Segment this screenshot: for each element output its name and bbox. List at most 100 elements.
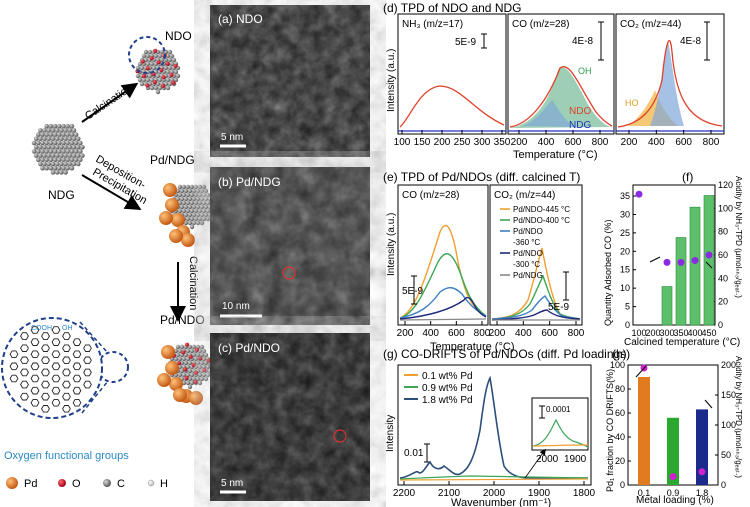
panel-d-sub1-tick-350: 350 [494,137,511,148]
panel-d-ylabel: Intensity (a.u.) [386,49,397,112]
panel-h-left-tick: 60 [615,408,625,418]
panel-d-sub2: CO (m/z=28) [512,19,570,30]
panel-e-scale1: 5E-9 [402,286,424,297]
panel-g-ylabel: Intensity [385,415,396,452]
panel-f-left-tick: 5 [625,302,630,312]
panel-g-inset-scale: 0.0001 [546,405,571,414]
panel-h-left-tick: 0 [620,480,625,490]
atom-legend: Pd O C H [6,477,168,490]
panel-f-x-tick: 100 [631,328,646,338]
panel-h-bar [696,409,708,485]
panel-f-right-tick: 100 [718,203,733,213]
panel-e-co2-tick-200: 200 [489,328,506,339]
panel-e-sub1: CO (m/z=28) [402,190,460,201]
micrograph-b: (b) Pd/NDG 10 nm [210,167,370,325]
panel-d-xlabel: Temperature (°C) [513,149,597,161]
panel-f-ylabel-right: Acidity by NH₃-TPD (μmolₙₕ₃/gₑₐₜ.) [734,176,743,298]
graphene-zoom: COOH OH [1,317,103,419]
ndg-particle [31,123,85,175]
panel-d-ndo: NDO [569,106,591,117]
panel-e-legend-item: Pd/NDO [513,249,543,258]
oxygen-groups-label: Oxygen functional groups [4,450,129,462]
panel-h-point [669,473,677,481]
panel-d-sub1-tick-150: 150 [414,137,431,148]
panel-e: (e) TPD of Pd/NDOs (diff. calcined T) In… [383,170,585,353]
panel-e-co-tick-800: 800 [474,328,491,339]
legend-h: H [160,478,168,490]
panel-f-right-tick: 20 [718,297,728,307]
legend-pd: Pd [24,478,37,490]
panel-e-legend-item: Pd/NDO-400 °C [513,216,570,225]
legend-c-atom [103,479,111,487]
pdndo-label: Pd/NDO [160,313,205,327]
panel-f-point [663,258,671,266]
panel-f-left-tick: 15 [620,265,630,275]
panel-h-x-tick: 1.8 [696,488,709,498]
panel-f-x-tick: 400 [687,328,702,338]
panel-h-ylabel-left: Pd₁ fraction by CO DRIFTS(%) [605,369,615,492]
panel-f-point [705,251,713,259]
panel-e-xlabel: Temperature (°C) [430,341,514,353]
panel-e-legend-item: -360 °C [513,238,540,247]
panel-h-right-tick: 50 [721,450,731,460]
panel-d-ho: HO [625,98,639,108]
panel-g-legend-item: 1.8 wt% Pd [422,395,473,406]
panel-h-right-tick: 100 [721,420,736,430]
panel-f-left-tick: 0 [625,320,630,330]
panel-d-sub3-tick-600: 600 [675,137,692,148]
micrograph-b-label: (b) Pd/NDG [218,175,281,189]
panel-h-left-tick: 40 [615,432,625,442]
panel-e-sub2: CO₂ (m/z=44) [494,190,555,201]
panel-g-scale: 0.01 [404,448,424,459]
panel-g-title: (g) CO-DRIFTS of Pd/NDOs (diff. Pd loadi… [383,347,630,361]
panel-g-tick-2000: 2000 [483,488,506,499]
panel-d-oh: OH [578,66,592,76]
panel-e-scale2: 5E-9 [548,302,570,313]
panel-h-left-tick: 20 [615,456,625,466]
calcination-label-1: Calcination [83,82,135,122]
panel-h-left-tick: 100 [610,360,625,370]
panel-d: (d) TPD of NDO and NDG Intensity (a.u.) … [383,1,725,161]
panel-f-bar [689,206,701,326]
panel-f-bar [661,286,673,326]
legend-o-atom [58,479,66,487]
panel-f-left-tick: 10 [620,283,630,293]
panel-h-bar [667,417,679,485]
panel-d-sub2-tick-200: 200 [511,137,528,148]
legend-o: O [72,478,81,490]
pdndg-label: Pd/NDG [150,153,195,167]
calcination-label-2: Calcination [187,256,199,310]
ndo-particle [135,48,181,95]
panel-g: (g) CO-DRIFTS of Pd/NDOs (diff. Pd loadi… [383,347,630,507]
panel-d-scale3: 4E-8 [680,36,702,47]
panel-g-inset-tick-1: 2000 [536,454,559,465]
panel-e-legend-item: Pd/NDG [513,271,543,280]
panel-f-bar [703,195,715,326]
panel-f-point [691,257,699,265]
panel-f-x-tick: 300 [659,328,674,338]
panel-f-right-tick: 120 [718,180,733,190]
panel-h-bar [638,377,650,485]
panel-d-sub2-tick-800: 800 [592,137,609,148]
pdndg-particle [159,183,215,247]
legend-pd-atom [6,477,18,489]
panel-f-right-tick: 0 [718,320,723,330]
panel-d-sub1-tick-300: 300 [474,137,491,148]
panel-f-x-tick: 350 [673,328,688,338]
ndo-label: NDO [165,29,192,43]
panel-d-sub1-tick-250: 250 [454,137,471,148]
panel-f-x-tick: 450 [701,328,716,338]
panel-d-sub1: NH₃ (m/z=17) [402,19,463,30]
panel-h-x-tick: 0.9 [667,488,680,498]
panel-f-ylabel-left: Quantity Adsorbed CO (%) [603,219,613,326]
panel-h-point [698,468,706,476]
panel-h-right-tick: 200 [721,360,736,370]
panel-h-x-tick: 0.1 [638,488,651,498]
panel-f-left-tick: 30 [620,209,630,219]
panel-h-right-tick: 0 [721,480,726,490]
panel-e-legend-item: Pd/NDO-445 °C [513,205,570,214]
micrograph-c-scale: 5 nm [221,478,243,489]
panel-f-bar [675,237,687,326]
panel-f-left-tick: 35 [620,191,630,201]
